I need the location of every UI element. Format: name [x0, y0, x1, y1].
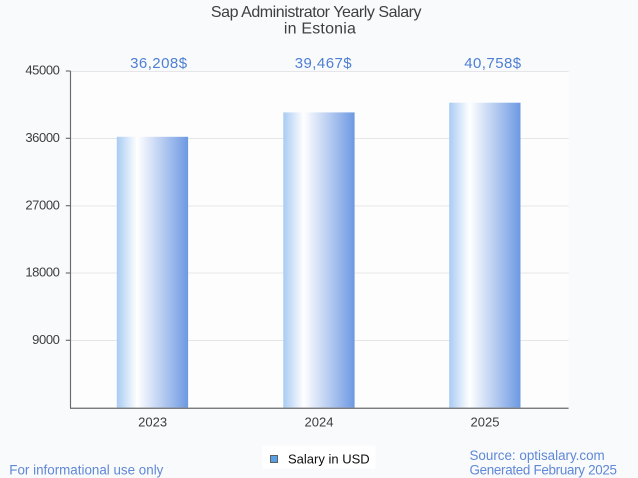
svg-text:45000: 45000 — [25, 63, 59, 78]
svg-text:36,208$: 36,208$ — [130, 55, 188, 72]
svg-text:For informational use only: For informational use only — [9, 463, 163, 478]
svg-text:Salary in USD: Salary in USD — [288, 452, 370, 467]
svg-text:36000: 36000 — [25, 130, 59, 145]
svg-text:39,467$: 39,467$ — [295, 55, 353, 72]
svg-text:18000: 18000 — [25, 265, 59, 280]
svg-text:Source: optisalary.com: Source: optisalary.com — [470, 448, 605, 463]
svg-text:9000: 9000 — [32, 332, 59, 347]
svg-text:40,758$: 40,758$ — [464, 55, 522, 72]
svg-text:27000: 27000 — [25, 197, 59, 212]
svg-text:2024: 2024 — [305, 415, 334, 430]
svg-text:2023: 2023 — [138, 415, 167, 430]
svg-text:Generated February 2025: Generated February 2025 — [470, 462, 617, 477]
svg-text:in Estonia: in Estonia — [284, 20, 356, 37]
svg-text:2025: 2025 — [471, 415, 500, 430]
svg-text:Sap Administrator Yearly Salar: Sap Administrator Yearly Salary — [211, 4, 422, 21]
